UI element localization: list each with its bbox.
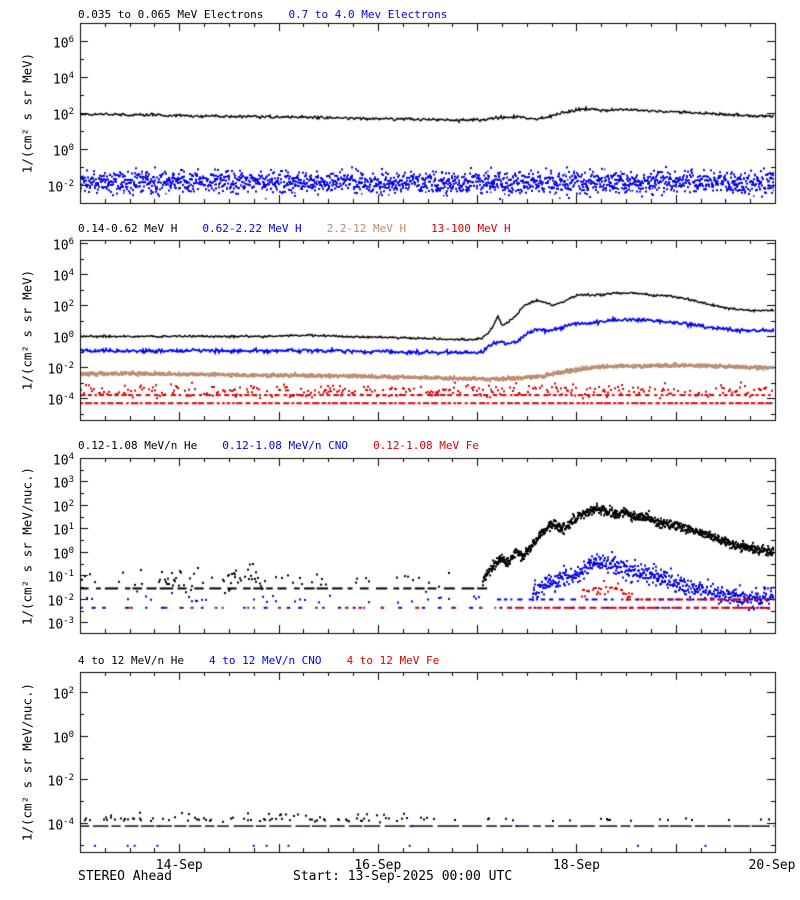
stereo-particle-flux-plot: STEREO Ahead Start: 13-Sep-2025 00:00 UT… xyxy=(0,0,800,900)
plot-canvas xyxy=(0,0,800,900)
